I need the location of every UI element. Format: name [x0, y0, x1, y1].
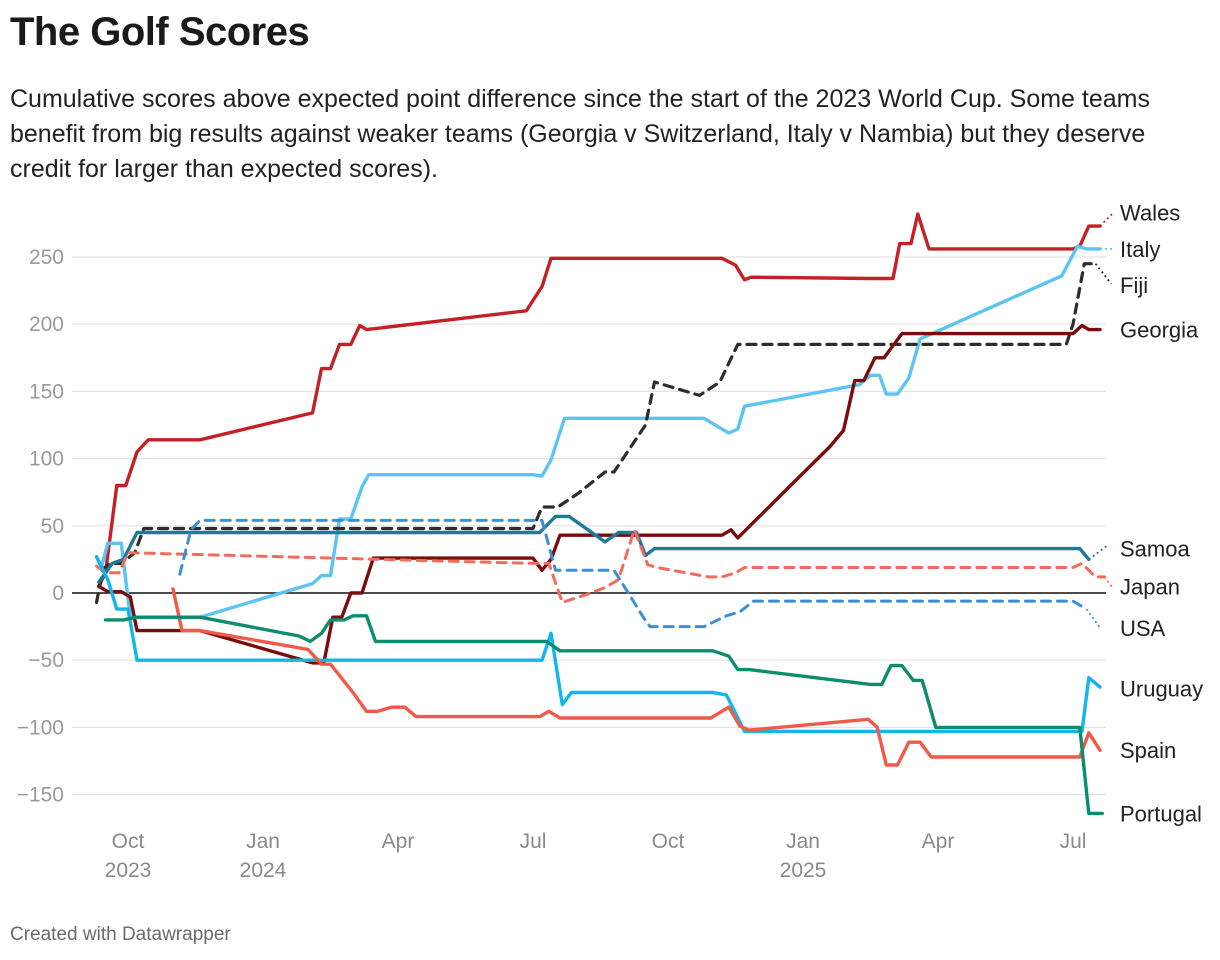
series-label-fiji: Fiji — [1120, 273, 1148, 298]
y-tick-label: 50 — [41, 515, 64, 538]
axis-labels: −150 −100 −50 0 50 100 150 200 250 Oct 2023 Jan 2024… — [17, 246, 1087, 882]
series-label-usa: USA — [1120, 616, 1166, 641]
x-tick-year-label: 2024 — [240, 859, 287, 882]
series-label-uruguay: Uruguay — [1120, 676, 1203, 701]
series-label-samoa: Samoa — [1120, 537, 1190, 562]
y-tick-label: 0 — [52, 582, 64, 605]
y-tick-label: 200 — [29, 313, 64, 336]
series-label-italy: Italy — [1120, 237, 1160, 262]
series-label-portugal: Portugal — [1120, 801, 1202, 826]
gridlines — [72, 256, 1106, 796]
x-tick-label: Jul — [1060, 830, 1087, 853]
x-tick-label: Oct — [652, 830, 685, 853]
x-tick-label: Apr — [382, 830, 415, 853]
series-leader-fiji — [1094, 263, 1113, 285]
series-leader-usa — [1085, 608, 1101, 629]
series-label-spain: Spain — [1120, 738, 1176, 763]
x-tick-label: Jan — [246, 830, 280, 853]
x-tick-label: Apr — [922, 830, 955, 853]
series-label-wales: Wales — [1120, 201, 1180, 226]
y-tick-label: −100 — [17, 716, 64, 739]
series-label-georgia: Georgia — [1120, 318, 1199, 343]
series-leader-wales — [1099, 211, 1115, 227]
chart-title: The Golf Scores — [10, 10, 310, 54]
series-line-wales — [97, 212, 1102, 588]
chart-subtitle: Cumulative scores above expected point d… — [10, 85, 1150, 183]
y-tick-label: 150 — [29, 380, 64, 403]
x-tick-year-label: 2023 — [105, 859, 152, 882]
x-tick-year-label: 2025 — [780, 859, 827, 882]
x-tick-label: Jan — [786, 830, 820, 853]
y-tick-label: 100 — [29, 448, 64, 471]
x-tick-label: Oct — [112, 830, 145, 853]
series-leader-samoa — [1088, 545, 1108, 561]
series-line-samoa — [97, 514, 1091, 584]
series-leader-japan — [1103, 576, 1115, 590]
y-tick-label: 250 — [29, 246, 64, 269]
y-tick-label: −150 — [17, 784, 64, 807]
series-line-usa — [178, 518, 1088, 629]
series-line-japan — [95, 528, 1106, 604]
y-tick-label: −50 — [28, 649, 64, 672]
series-line-italy — [99, 244, 1102, 619]
x-tick-label: Jul — [520, 830, 547, 853]
series-line-spain — [171, 587, 1102, 767]
series-label-japan: Japan — [1120, 574, 1180, 599]
series-line-georgia — [97, 323, 1102, 665]
series-line-uruguay — [94, 555, 1102, 734]
series-lines — [94, 211, 1115, 816]
series-labels: Wales Italy Fiji Georgia Samoa Japan USA Urugua… — [1120, 201, 1203, 827]
series-line-fiji — [94, 262, 1098, 604]
credit-footer: Created with Datawrapper — [10, 924, 231, 945]
series-line-portugal — [103, 614, 1104, 816]
